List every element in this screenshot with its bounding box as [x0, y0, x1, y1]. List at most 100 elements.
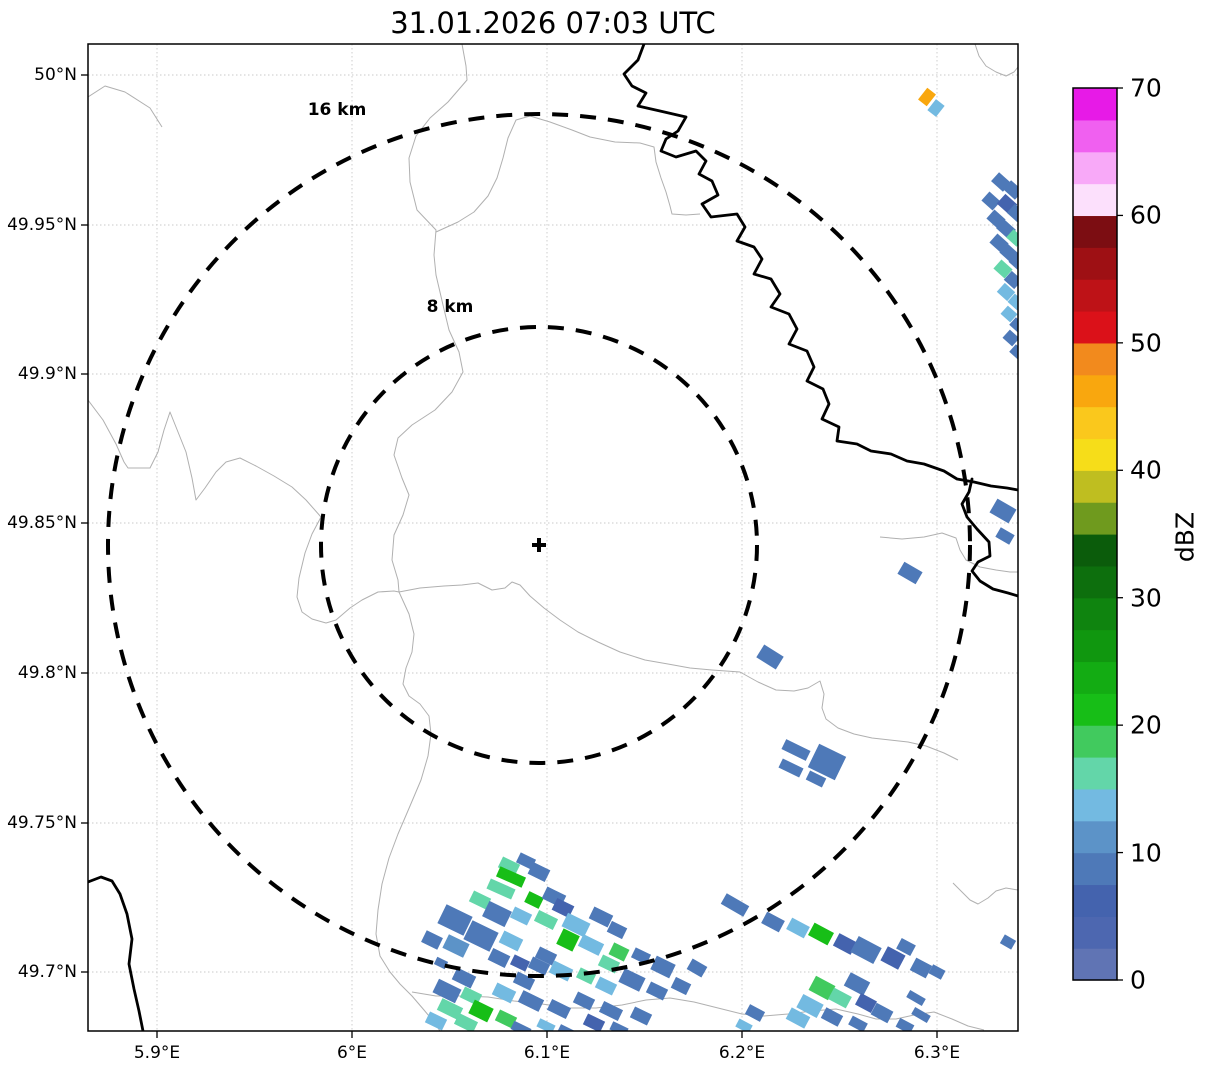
- colorbar-tick-label: 0: [1130, 965, 1146, 995]
- echo-cell: [807, 743, 847, 781]
- echo-cell: [629, 1006, 653, 1026]
- y-tick-label: 49.95°N: [7, 215, 77, 235]
- boundary-line: [391, 44, 468, 593]
- echo-cell: [895, 1017, 915, 1031]
- echo-cell: [510, 1020, 532, 1031]
- colorbar-tick-label: 70: [1130, 73, 1162, 103]
- colorbar-tick-label: 10: [1130, 838, 1162, 868]
- radar-center-marker: [532, 538, 546, 552]
- echo-cell: [561, 912, 591, 938]
- y-tick-label: 49.7°N: [17, 962, 77, 982]
- echo-cell: [495, 866, 527, 888]
- colorbar-tick-label: 50: [1130, 328, 1162, 358]
- echo-cell: [424, 1011, 448, 1031]
- echo-cell: [850, 935, 882, 965]
- echo-cell: [442, 934, 470, 958]
- plot-frame: [87, 43, 1019, 1032]
- x-tick-label: 6.1°E: [523, 1043, 571, 1063]
- range-ring-label-8km: 8 km: [426, 297, 474, 317]
- echo-cell: [1009, 317, 1018, 333]
- echo-cell: [609, 1021, 629, 1031]
- river-line: [88, 875, 145, 1031]
- echo-cell: [498, 930, 524, 952]
- echo-cell: [832, 933, 858, 955]
- echo-cell: [1006, 203, 1018, 223]
- boundary-line: [974, 44, 1018, 77]
- echo-cell: [928, 964, 946, 980]
- echo-cell: [918, 87, 936, 107]
- echo-cell: [463, 920, 499, 952]
- colorbar-band: [1073, 119, 1117, 153]
- colorbar-band: [1073, 820, 1117, 854]
- echo-cell: [785, 1007, 811, 1029]
- echo-cell: [1007, 293, 1018, 311]
- echo-cell: [927, 99, 945, 117]
- echo-cell: [808, 975, 836, 1001]
- echo-cell: [1000, 305, 1018, 323]
- colorbar-band: [1073, 788, 1117, 822]
- echo-cell: [533, 910, 559, 930]
- echo-cell: [906, 990, 926, 1006]
- range-ring-16-km: [106, 112, 972, 978]
- colorbar-band: [1073, 183, 1117, 217]
- echo-cell: [880, 946, 906, 970]
- echo-cell: [432, 978, 462, 1004]
- echo-cell: [897, 561, 923, 585]
- x-tick-label: 6°E: [336, 1043, 368, 1063]
- colorbar-axis-title: dBZ: [1170, 511, 1200, 563]
- echo-cell: [781, 739, 811, 761]
- colorbar-band: [1073, 215, 1117, 248]
- colorbar-frame: [1072, 87, 1118, 981]
- colorbar-band: [1073, 279, 1117, 312]
- echo-cell: [468, 999, 494, 1023]
- echo-cell: [720, 893, 750, 917]
- echo-cell: [855, 993, 877, 1013]
- echo-cell: [778, 758, 804, 778]
- y-tick-label: 49.75°N: [7, 813, 77, 833]
- y-tick-label: 49.85°N: [7, 513, 77, 533]
- echo-cell: [497, 856, 521, 876]
- river-line: [622, 44, 1018, 492]
- map-rivers: [88, 44, 1018, 1031]
- echo-cell: [909, 957, 933, 979]
- echo-cell: [594, 976, 618, 996]
- boundary-line: [375, 591, 441, 1031]
- echo-cell: [996, 282, 1016, 302]
- echo-cell: [981, 191, 1001, 211]
- echo-cell: [995, 527, 1015, 545]
- echo-cell: [577, 934, 605, 956]
- echo-cell: [606, 920, 628, 940]
- colorbar-band: [1073, 693, 1117, 726]
- axis-ticks: [81, 74, 938, 1038]
- echo-cell: [437, 904, 473, 936]
- echo-cell: [551, 897, 575, 919]
- echo-cell: [588, 906, 614, 928]
- echo-cell: [796, 993, 824, 1019]
- echo-cell: [527, 956, 551, 976]
- echo-cell: [436, 998, 464, 1020]
- echo-cell: [575, 967, 597, 985]
- map-boundaries: [88, 44, 1018, 1031]
- echo-cell: [735, 1018, 753, 1031]
- colorbar-band: [1073, 342, 1117, 376]
- echo-cell: [598, 1001, 624, 1021]
- colorbar-band: [1073, 470, 1117, 503]
- echo-cell: [515, 852, 537, 870]
- boundary-line: [952, 882, 1018, 905]
- echo-cell: [808, 922, 834, 946]
- colorbar-band: [1073, 725, 1117, 758]
- echo-cell: [848, 1015, 868, 1031]
- echo-cell: [527, 861, 551, 883]
- colorbar-band: [1073, 948, 1117, 981]
- echo-cell: [805, 770, 827, 788]
- echo-cell: [1002, 329, 1018, 347]
- colorbar-band: [1073, 502, 1117, 535]
- y-tick-label: 49.9°N: [17, 364, 77, 384]
- echo-cell: [482, 900, 512, 928]
- colorbar-band: [1073, 438, 1117, 471]
- echo-cell: [453, 1013, 479, 1031]
- colorbar-band: [1073, 247, 1117, 280]
- colorbar-tick-label: 40: [1130, 455, 1162, 485]
